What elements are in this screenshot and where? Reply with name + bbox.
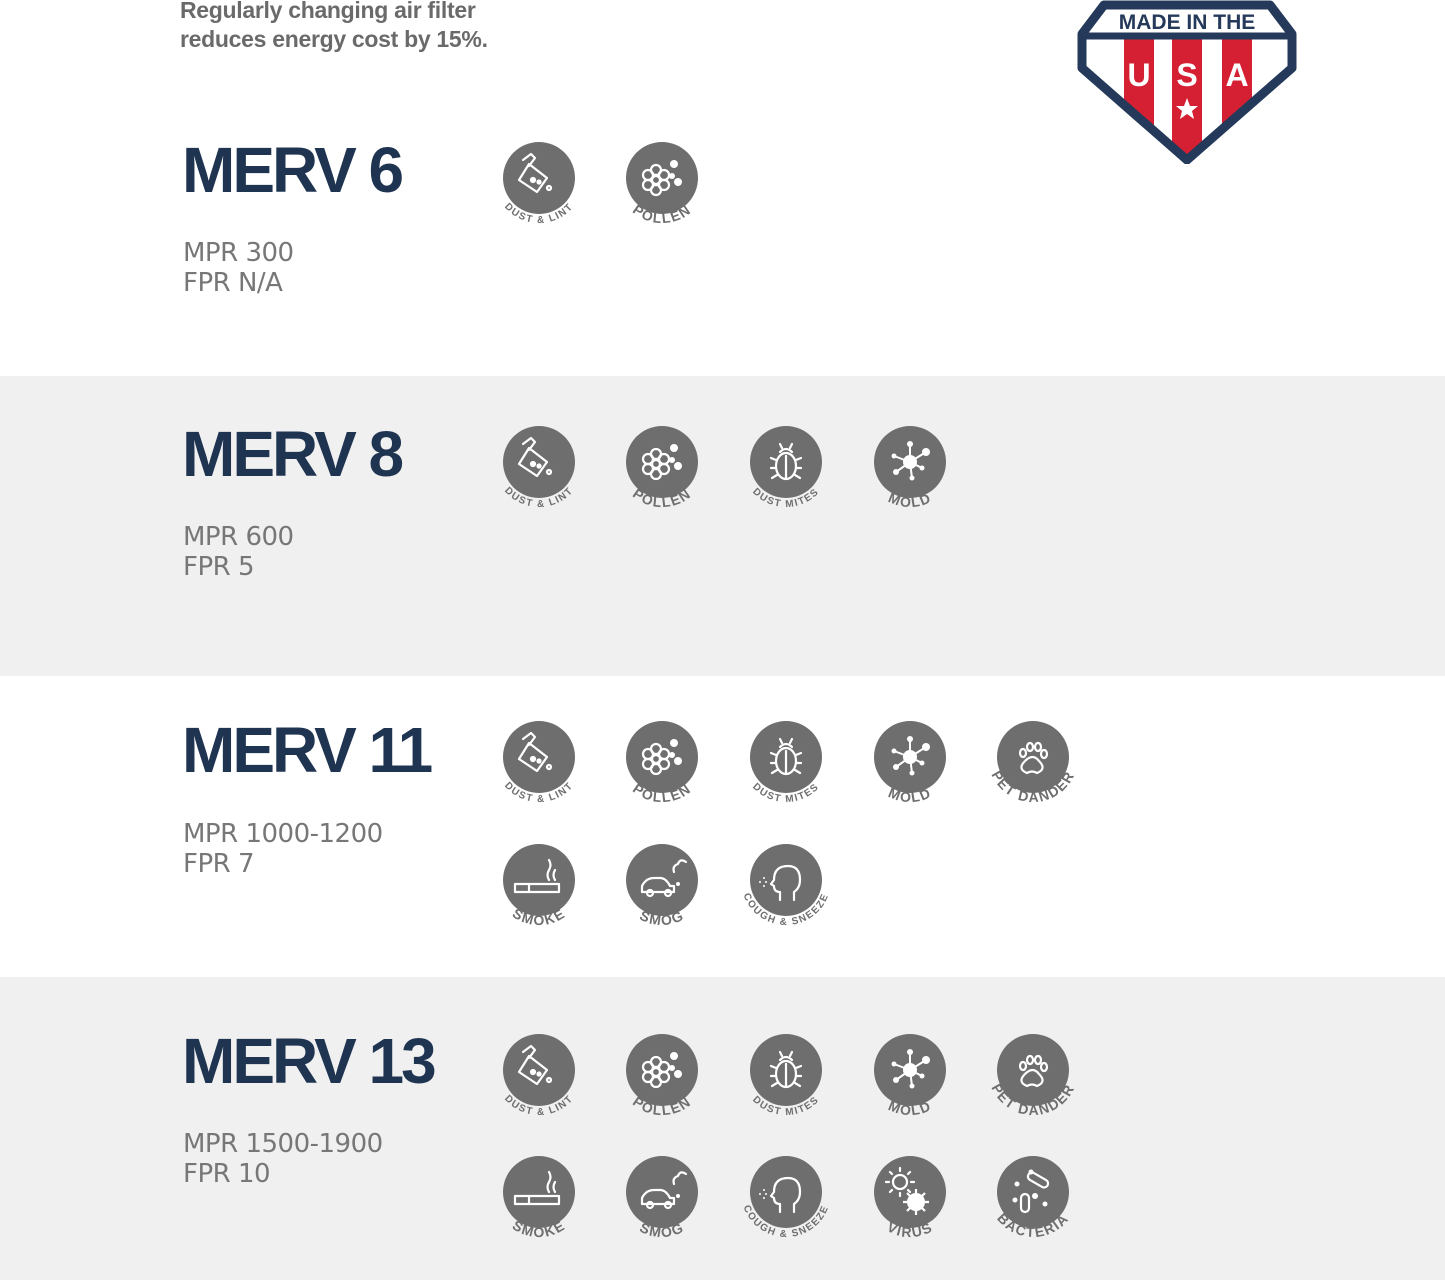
badge-letter-a: A — [1225, 57, 1248, 93]
dust-mites-icon — [750, 426, 822, 498]
dust-mites-badge: DUST MITES — [736, 715, 836, 815]
mold-label: MOLD — [886, 489, 934, 510]
bacteria-icon — [997, 1156, 1069, 1228]
smoke-label: SMOKE — [510, 905, 568, 928]
dust-mites-icon — [750, 721, 822, 793]
tagline: Regularly changing air filter reduces en… — [180, 0, 488, 54]
pollen-badge: POLLEN — [612, 420, 712, 520]
dust-mites-badge: DUST MITES — [736, 420, 836, 520]
mold-label: MOLD — [886, 784, 934, 805]
pollen-icon — [626, 1034, 698, 1106]
dust-lint-icon — [503, 142, 575, 214]
dust-lint-badge: DUST & LINT — [489, 136, 589, 236]
smog-icon — [626, 844, 698, 916]
fpr-rating: FPR N/A — [183, 268, 283, 298]
pollen-badge: POLLEN — [612, 715, 712, 815]
dust-lint-badge: DUST & LINT — [489, 1028, 589, 1128]
pollen-badge: POLLEN — [612, 1028, 712, 1128]
pollen-badge: POLLEN — [612, 136, 712, 236]
mold-icon — [874, 1034, 946, 1106]
smog-badge: SMOG — [612, 1150, 712, 1250]
tagline-line-1: Regularly changing air filter — [180, 0, 476, 23]
tagline-line-2: reduces energy cost by 15%. — [180, 26, 488, 52]
cough-sneeze-badge: COUGH & SNEEZE — [736, 1150, 836, 1250]
merv-8-specs: MPR 600 FPR 5 — [183, 522, 294, 582]
pet-dander-icon — [997, 721, 1069, 793]
mold-badge: MOLD — [860, 420, 960, 520]
smoke-badge: SMOKE — [489, 1150, 589, 1250]
mold-label: MOLD — [886, 1097, 934, 1118]
mold-badge: MOLD — [860, 1028, 960, 1128]
pollen-icon — [626, 142, 698, 214]
fpr-rating: FPR 7 — [183, 849, 255, 879]
pollen-icon — [626, 426, 698, 498]
pollen-icon — [626, 721, 698, 793]
badge-top-text: MADE IN THE — [1119, 11, 1256, 34]
merv-6-specs: MPR 300 FPR N/A — [183, 238, 294, 298]
merv-11-title: MERV 11 — [182, 714, 433, 786]
smog-label: SMOG — [637, 907, 686, 928]
mpr-rating: MPR 600 — [183, 522, 294, 552]
smog-label: SMOG — [637, 1219, 686, 1240]
mold-badge: MOLD — [860, 715, 960, 815]
dust-mites-badge: DUST MITES — [736, 1028, 836, 1128]
smog-icon — [626, 1156, 698, 1228]
dust-lint-badge: DUST & LINT — [489, 420, 589, 520]
section-merv-11 — [0, 676, 1445, 977]
dust-lint-icon — [503, 721, 575, 793]
star-icon — [1176, 98, 1198, 119]
mpr-rating: MPR 1000-1200 — [183, 819, 383, 849]
smog-badge: SMOG — [612, 838, 712, 938]
pet-dander-badge: PET DANDER — [983, 1028, 1083, 1128]
fpr-rating: FPR 5 — [183, 552, 255, 582]
dust-lint-badge: DUST & LINT — [489, 715, 589, 815]
badge-letter-s: S — [1176, 57, 1197, 93]
mpr-rating: MPR 300 — [183, 238, 294, 268]
dust-lint-icon — [503, 426, 575, 498]
pet-dander-badge: PET DANDER — [983, 715, 1083, 815]
section-merv-8 — [0, 376, 1445, 676]
bacteria-badge: BACTERIA — [983, 1150, 1083, 1250]
mpr-rating: MPR 1500-1900 — [183, 1129, 383, 1159]
made-in-usa-badge: MADE IN THE U S A — [1077, 0, 1297, 164]
badge-letter-u: U — [1127, 57, 1150, 93]
cough-sneeze-icon — [750, 1156, 822, 1228]
virus-icon — [874, 1156, 946, 1228]
smoke-label: SMOKE — [510, 1217, 568, 1240]
cough-sneeze-badge: COUGH & SNEEZE — [736, 838, 836, 938]
cough-sneeze-icon — [750, 844, 822, 916]
smoke-icon — [503, 1156, 575, 1228]
merv-8-title: MERV 8 — [182, 418, 404, 490]
virus-badge: VIRUS — [860, 1150, 960, 1250]
merv-13-title: MERV 13 — [182, 1025, 437, 1097]
dust-lint-icon — [503, 1034, 575, 1106]
mold-icon — [874, 426, 946, 498]
merv-11-specs: MPR 1000-1200 FPR 7 — [183, 819, 383, 879]
dust-mites-icon — [750, 1034, 822, 1106]
merv-13-specs: MPR 1500-1900 FPR 10 — [183, 1129, 383, 1189]
virus-label: VIRUS — [885, 1219, 936, 1241]
smoke-badge: SMOKE — [489, 838, 589, 938]
smoke-icon — [503, 844, 575, 916]
merv-6-title: MERV 6 — [182, 134, 404, 206]
mold-icon — [874, 721, 946, 793]
fpr-rating: FPR 10 — [183, 1159, 271, 1189]
section-merv-13 — [0, 977, 1445, 1280]
pet-dander-icon — [997, 1034, 1069, 1106]
